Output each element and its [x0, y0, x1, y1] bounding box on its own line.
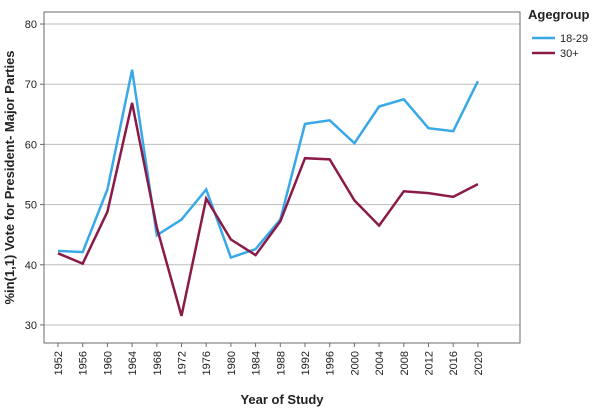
x-tick-label: 1988 — [275, 351, 287, 375]
y-tick-label: 50 — [25, 200, 37, 212]
legend-items: 18-29 30+ — [532, 33, 588, 60]
legend-title: Agegroup — [528, 7, 589, 22]
y-tick-label: 40 — [25, 260, 37, 272]
legend: Agegroup 18-29 30+ — [528, 7, 589, 60]
legend-label: 30+ — [560, 48, 579, 60]
x-tick-label: 1972 — [177, 351, 189, 375]
tick-labels: 30 40 50 60 70 80 1952 1956 1960 1964 1968 1972 1976… — [25, 19, 485, 375]
series-line-18-29 — [57, 69, 480, 260]
series-lines — [57, 69, 480, 317]
x-tick-label: 1952 — [53, 351, 65, 375]
x-tick-label: 2012 — [424, 351, 436, 375]
x-tick-label: 1984 — [251, 351, 263, 375]
x-axis-title: Year of Study — [240, 392, 324, 407]
x-tick-label: 2020 — [473, 351, 485, 375]
x-tick-label: 2004 — [374, 351, 386, 375]
y-tick-label: 60 — [25, 139, 37, 151]
x-tick-label: 1992 — [300, 351, 312, 375]
legend-label: 18-29 — [560, 33, 588, 45]
x-tick-label: 1960 — [102, 351, 114, 375]
x-tick-label: 1980 — [226, 351, 238, 375]
y-tick-label: 80 — [25, 19, 37, 31]
x-tick-label: 1968 — [152, 351, 164, 375]
axes — [40, 11, 521, 347]
x-tick-label: 2000 — [349, 351, 361, 375]
plot-frame — [43, 11, 521, 344]
x-tick-label: 2016 — [448, 351, 460, 375]
x-tick-label: 1956 — [78, 351, 90, 375]
series-line-30 — [57, 102, 479, 317]
x-tick-label: 1996 — [325, 351, 337, 375]
y-tick-label: 70 — [25, 79, 37, 91]
x-tick-label: 1976 — [201, 351, 213, 375]
y-tick-label: 30 — [25, 320, 37, 332]
x-tick-label: 1964 — [127, 351, 139, 375]
x-tick-label: 2008 — [399, 351, 411, 375]
y-axis-title: %in(1,1) Vote for President- Major Parti… — [2, 50, 17, 304]
